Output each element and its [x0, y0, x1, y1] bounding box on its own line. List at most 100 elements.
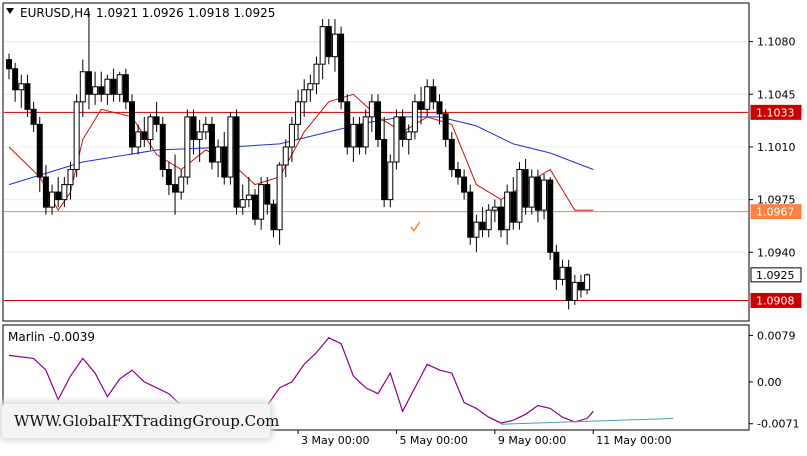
dropdown-triangle-icon[interactable] [6, 8, 14, 14]
candle[interactable] [165, 169, 172, 186]
candle[interactable] [485, 209, 492, 231]
candle[interactable] [208, 123, 215, 163]
candle[interactable] [190, 116, 197, 140]
candle[interactable] [479, 221, 486, 231]
candle[interactable] [307, 83, 314, 91]
candle[interactable] [104, 78, 111, 95]
candle[interactable] [153, 116, 160, 125]
candle[interactable] [467, 191, 474, 238]
candle[interactable] [319, 26, 326, 65]
candle[interactable] [405, 131, 412, 140]
candle[interactable] [454, 169, 461, 178]
candle[interactable] [491, 206, 498, 211]
candle[interactable] [442, 113, 449, 140]
candle[interactable] [202, 123, 209, 133]
candle[interactable] [122, 74, 129, 103]
candle[interactable] [110, 78, 117, 95]
candle[interactable] [239, 199, 246, 208]
time-tick-label: 11 May 00:00 [596, 434, 671, 447]
candle[interactable] [159, 123, 166, 171]
candle[interactable] [196, 131, 203, 140]
candle[interactable] [92, 86, 99, 95]
candle[interactable] [387, 161, 394, 201]
candle[interactable] [510, 191, 517, 223]
candle[interactable] [553, 251, 560, 280]
candle[interactable] [430, 86, 437, 103]
candle[interactable] [448, 138, 455, 171]
candle[interactable] [264, 184, 271, 205]
candle[interactable] [325, 26, 332, 58]
candle[interactable] [282, 146, 289, 166]
candle[interactable] [541, 179, 548, 211]
candle[interactable] [516, 169, 523, 223]
candle[interactable] [141, 131, 148, 140]
candle[interactable] [338, 33, 345, 103]
candle[interactable] [252, 194, 258, 220]
candle[interactable] [172, 184, 179, 193]
candle[interactable] [227, 116, 234, 178]
candle[interactable] [534, 176, 541, 211]
candle[interactable] [36, 123, 43, 178]
candle[interactable] [577, 281, 584, 291]
candle[interactable] [30, 108, 37, 125]
candle[interactable] [399, 116, 406, 140]
candle[interactable] [313, 63, 320, 85]
candle[interactable] [559, 266, 566, 280]
candle[interactable] [270, 203, 277, 231]
candle[interactable] [565, 266, 572, 301]
candle[interactable] [584, 274, 591, 291]
candle[interactable] [18, 83, 25, 91]
candle[interactable] [301, 89, 308, 103]
candle[interactable] [215, 146, 222, 163]
candle[interactable] [504, 191, 511, 231]
candle[interactable] [344, 101, 351, 148]
candle[interactable] [381, 138, 388, 201]
candle[interactable] [6, 59, 12, 70]
candle[interactable] [221, 146, 228, 178]
candle[interactable] [375, 101, 381, 140]
candle[interactable] [135, 131, 142, 148]
candle[interactable] [547, 179, 554, 253]
candle[interactable] [147, 116, 154, 140]
candle[interactable] [178, 176, 185, 193]
candle[interactable] [184, 116, 191, 178]
candle[interactable] [73, 101, 80, 171]
candle[interactable] [288, 123, 295, 148]
candle[interactable] [98, 86, 105, 95]
candle[interactable] [461, 176, 468, 193]
candle[interactable] [245, 194, 252, 201]
candle[interactable] [129, 101, 135, 148]
candle[interactable] [356, 123, 363, 148]
candle[interactable] [498, 206, 504, 231]
candle[interactable] [276, 164, 283, 231]
candle[interactable] [85, 71, 92, 95]
candle[interactable] [42, 176, 49, 208]
candle[interactable] [49, 191, 56, 208]
candle[interactable] [331, 33, 338, 58]
candle[interactable] [571, 281, 578, 301]
candle[interactable] [350, 123, 357, 148]
candle[interactable] [411, 101, 418, 133]
candle[interactable] [116, 74, 123, 95]
candle[interactable] [258, 184, 265, 220]
candle[interactable] [12, 68, 19, 91]
candle[interactable] [79, 71, 86, 103]
candle[interactable] [436, 101, 443, 115]
candle[interactable] [67, 169, 74, 186]
candle[interactable] [55, 191, 62, 201]
candle[interactable] [233, 116, 240, 208]
candle[interactable] [24, 83, 31, 110]
candle[interactable] [368, 101, 375, 118]
candle[interactable] [295, 101, 302, 125]
candle[interactable] [424, 86, 431, 110]
candle[interactable] [473, 221, 480, 238]
candle[interactable] [528, 176, 535, 208]
candle[interactable] [61, 184, 68, 201]
candle[interactable] [393, 116, 400, 163]
price-plot-area[interactable] [2, 2, 750, 322]
time-tick-label: 3 May 00:00 [301, 434, 369, 447]
candle[interactable] [522, 169, 529, 208]
candle[interactable] [362, 116, 369, 148]
candle[interactable] [418, 101, 425, 110]
